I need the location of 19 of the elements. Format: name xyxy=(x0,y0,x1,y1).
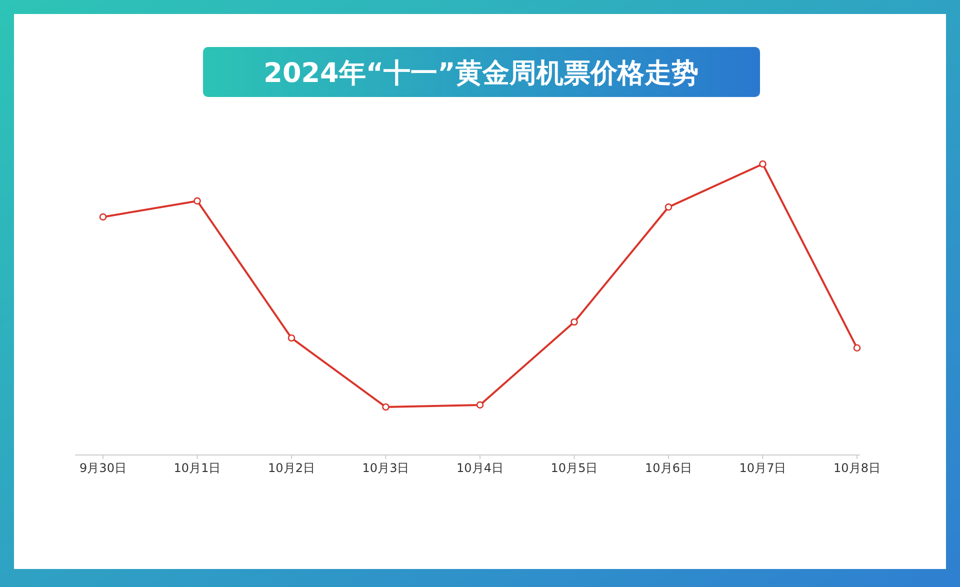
x-tick-label: 10月7日 xyxy=(739,461,786,475)
point xyxy=(759,160,766,168)
x-tick-label: 10月2日 xyxy=(268,461,315,475)
x-tick-label: 10月1日 xyxy=(174,461,221,475)
point xyxy=(99,213,107,221)
x-tick-label: 10月5日 xyxy=(550,461,598,475)
point xyxy=(194,197,201,205)
x-tick-label: 9月30日 xyxy=(80,461,126,475)
point xyxy=(382,403,390,411)
x-tick-label: 10月4日 xyxy=(456,461,504,475)
x-tick-label: 10月6日 xyxy=(645,461,692,475)
point xyxy=(853,344,861,352)
point xyxy=(570,318,578,326)
point xyxy=(288,334,296,342)
chart-title: 2024年“十一”黄金周机票价格走势 xyxy=(264,58,698,89)
point xyxy=(664,203,672,211)
x-tick-label: 10月8日 xyxy=(834,461,880,475)
point xyxy=(476,401,484,409)
x-tick-label: 10月3日 xyxy=(362,461,410,475)
